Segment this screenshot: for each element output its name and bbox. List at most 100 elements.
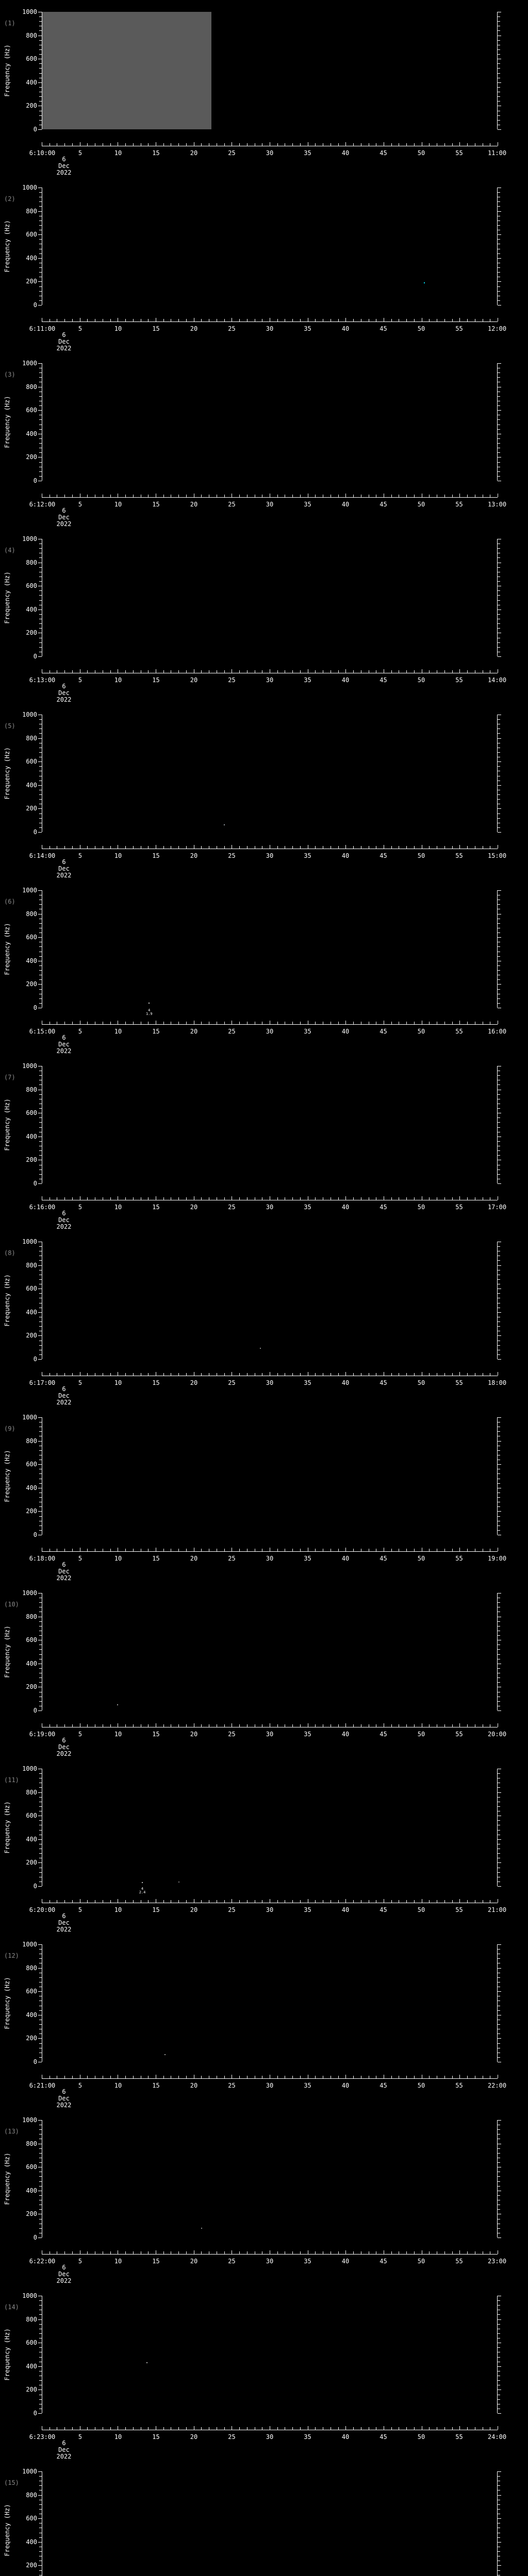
data-marker bbox=[223, 824, 225, 826]
x-tick-minor bbox=[125, 1197, 126, 1200]
x-tick-minor bbox=[239, 1373, 240, 1376]
y-tick-minor bbox=[498, 989, 500, 990]
x-tick-minor bbox=[186, 319, 187, 321]
x-tick-label: 12:00 bbox=[487, 325, 507, 332]
y-tick-label: 800 bbox=[26, 1437, 37, 1445]
y-tick-minor bbox=[39, 1635, 42, 1636]
x-tick-label: 25 bbox=[228, 1555, 236, 1562]
y-tick-minor bbox=[39, 1260, 42, 1261]
x-tick-label: 5 bbox=[78, 676, 82, 684]
x-tick-minor bbox=[72, 1900, 73, 1903]
x-tick-minor bbox=[239, 2427, 240, 2430]
y-tick-minor bbox=[498, 2347, 500, 2348]
x-tick-minor bbox=[300, 1900, 301, 1903]
y-tick-minor bbox=[498, 728, 500, 730]
y-axis-right bbox=[497, 2120, 501, 2238]
date-line: Dec bbox=[58, 1216, 70, 1224]
x-tick-minor bbox=[300, 1549, 301, 1551]
y-tick-minor bbox=[39, 1108, 42, 1109]
panel-number-label: (3) bbox=[4, 371, 15, 378]
x-tick-minor bbox=[406, 670, 407, 673]
y-tick-minor bbox=[498, 1516, 500, 1517]
y-tick-major bbox=[38, 258, 42, 259]
x-tick-minor bbox=[452, 2076, 453, 2078]
y-tick-minor bbox=[39, 567, 42, 568]
y-tick-minor bbox=[39, 396, 42, 397]
y-tick-minor bbox=[39, 595, 42, 596]
y-tick-major bbox=[38, 2120, 42, 2121]
x-tick-minor bbox=[444, 495, 445, 497]
y-tick-major bbox=[38, 305, 42, 306]
panel-number-label: (10) bbox=[4, 1601, 19, 1608]
date-line: Dec bbox=[58, 1392, 70, 1399]
x-tick-major bbox=[459, 2426, 460, 2430]
x-tick-minor bbox=[64, 1724, 65, 1727]
x-tick-minor bbox=[315, 2076, 316, 2078]
x-axis bbox=[42, 494, 498, 498]
y-tick-minor bbox=[498, 2181, 500, 2182]
y-tick-major bbox=[498, 2541, 501, 2543]
x-tick-minor bbox=[338, 143, 339, 146]
x-tick-minor bbox=[452, 1022, 453, 1024]
x-tick-minor bbox=[163, 670, 164, 673]
y-tick-minor bbox=[39, 120, 42, 121]
y-tick-minor bbox=[39, 2195, 42, 2196]
y-tick-minor bbox=[39, 818, 42, 819]
spectrogram-panel: (15)Frequency (Hz)42.5100080060040020006… bbox=[0, 2460, 528, 2576]
x-tick-major bbox=[345, 1372, 346, 1376]
y-tick-minor bbox=[39, 989, 42, 990]
x-tick-minor bbox=[87, 1022, 88, 1024]
x-tick-label: 18:00 bbox=[487, 1379, 507, 1386]
y-tick-minor bbox=[39, 1473, 42, 1475]
x-tick-minor bbox=[186, 2076, 187, 2078]
x-tick-label: 50 bbox=[417, 2258, 425, 2265]
y-tick-minor bbox=[39, 581, 42, 582]
y-tick-minor bbox=[39, 557, 42, 558]
y-tick-minor bbox=[39, 1853, 42, 1854]
y-tick-major bbox=[498, 1335, 501, 1336]
x-tick-label: 10 bbox=[114, 1731, 122, 1738]
y-tick-major bbox=[498, 1359, 501, 1360]
y-tick-label: 800 bbox=[26, 1261, 37, 1269]
x-tick-major bbox=[459, 2250, 460, 2254]
y-tick-minor bbox=[39, 965, 42, 966]
x-tick-label: 30 bbox=[266, 325, 274, 332]
x-tick-label: 6:11:00 bbox=[29, 325, 56, 332]
x-tick-minor bbox=[246, 2251, 248, 2254]
x-tick-minor bbox=[110, 670, 111, 673]
y-tick-minor bbox=[39, 2176, 42, 2177]
y-tick-minor bbox=[498, 2305, 500, 2306]
y-tick-minor bbox=[498, 1682, 500, 1683]
x-tick-minor bbox=[239, 1197, 240, 1200]
x-tick-minor bbox=[224, 1022, 225, 1024]
x-tick-label: 10 bbox=[114, 2433, 122, 2441]
x-tick-label: 30 bbox=[266, 676, 274, 684]
x-tick-label: 25 bbox=[228, 2082, 236, 2089]
y-tick-minor bbox=[498, 1155, 500, 1156]
x-tick-minor bbox=[110, 319, 111, 321]
x-tick-minor bbox=[87, 2076, 88, 2078]
y-tick-minor bbox=[498, 1649, 500, 1650]
data-marker bbox=[146, 2362, 147, 2363]
y-tick-minor bbox=[39, 1094, 42, 1095]
x-tick-label: 15 bbox=[152, 852, 160, 859]
y-tick-minor bbox=[39, 2537, 42, 2538]
y-tick-minor bbox=[498, 1321, 500, 1323]
x-tick-minor bbox=[64, 2427, 65, 2430]
y-tick-minor bbox=[498, 557, 500, 558]
y-tick-minor bbox=[39, 405, 42, 406]
y-tick-label: 600 bbox=[26, 934, 37, 941]
y-tick-minor bbox=[39, 614, 42, 615]
y-tick-minor bbox=[498, 827, 500, 828]
x-tick-minor bbox=[125, 2076, 126, 2078]
x-tick-label: 45 bbox=[380, 2082, 387, 2089]
x-tick-minor bbox=[125, 319, 126, 321]
y-tick-minor bbox=[39, 21, 42, 22]
x-tick-minor bbox=[353, 670, 354, 673]
x-tick-minor bbox=[224, 2427, 225, 2430]
x-tick-label: 40 bbox=[341, 501, 350, 508]
y-tick-minor bbox=[498, 452, 500, 453]
x-tick-minor bbox=[300, 1724, 301, 1727]
x-tick-minor bbox=[300, 319, 301, 321]
y-tick-minor bbox=[498, 2509, 500, 2510]
